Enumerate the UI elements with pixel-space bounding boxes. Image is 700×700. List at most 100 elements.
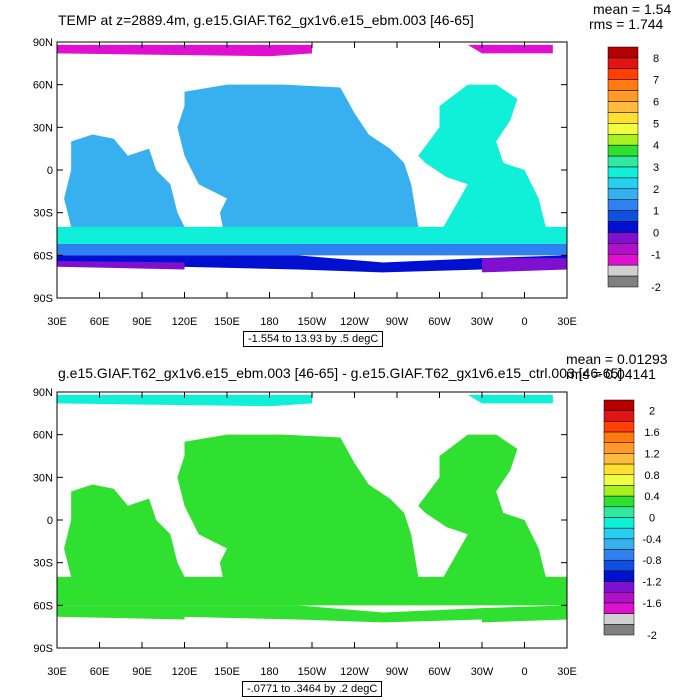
panel2-colorbar-label: 0.4 [644, 491, 659, 503]
panel2-lon-label: 30W [471, 666, 494, 678]
panel2-colorbar-swatch [603, 581, 635, 593]
panel1-southern-ocean-band2 [57, 243, 567, 256]
panel2-lon-label: 0 [521, 666, 527, 678]
panel2-colorbar-swatch [603, 538, 635, 550]
panel2-pacific-ocean [177, 434, 426, 603]
panel1-southern-ocean-band1 [57, 226, 567, 244]
panel1-colorbar-swatch [607, 221, 639, 233]
panel2-colorbar-swatch [603, 421, 635, 433]
panel2-colorbar-swatch [603, 549, 635, 561]
panel1-lat-label: 60S [33, 250, 53, 262]
panel1-colorbar-swatch [607, 210, 639, 222]
panel1-lat-label: 30S [33, 208, 53, 220]
panel1-colorbar-swatch [607, 232, 639, 244]
panel2-lat-label: 0 [47, 515, 53, 527]
panel1-colorbar-swatch [607, 264, 639, 277]
panel1-ross-region [482, 258, 567, 273]
panel1-lon-label: 90W [386, 316, 409, 328]
panel2-colorbar-swatch [603, 442, 635, 454]
panel2-mean: mean = 0.01293 [566, 351, 668, 367]
panel1-lat-label: 0 [47, 165, 53, 177]
panel1-colorbar-swatch [607, 275, 639, 288]
panel1-lon-label: 120E [172, 316, 198, 328]
panel1-atlantic-ocean [418, 84, 546, 242]
panel2-colorbar-swatch [603, 453, 635, 465]
panel1-pacific-ocean [177, 84, 426, 253]
panel2-lon-label: 120W [340, 666, 369, 678]
panel1-colorbar-label: 8 [653, 53, 659, 65]
panel1-colorbar-swatch [607, 112, 639, 124]
panel1-colorbar-swatch [607, 57, 639, 70]
panel1-colorbar-swatch [607, 166, 639, 179]
panel2-lon-label: 60E [90, 666, 110, 678]
panel2-colorbar-label: 0 [649, 513, 655, 525]
panel1-lat-label: 90N [33, 37, 53, 49]
panel1-southern-ocean-band3 [57, 255, 567, 273]
panel2-colorbar-label: 0.8 [644, 470, 659, 482]
panel2-colorbar-label: 1.6 [644, 427, 659, 439]
panel1-weddell-region [57, 261, 185, 270]
panel1-lon-label: 60W [428, 316, 451, 328]
panel1-colorbar-swatch [607, 46, 639, 59]
panel1-colorbar-label: 7 [653, 75, 659, 87]
panel2-lat-label: 90N [33, 387, 53, 399]
panel2-colorbar-label: -1.2 [643, 577, 662, 589]
panel2-ross-region [482, 608, 567, 623]
panel2-lon-label: 120E [172, 666, 198, 678]
panel2-atlantic-ocean [418, 434, 546, 592]
panel2-lat-label: 60S [33, 600, 53, 612]
panel2-lon-label: 90W [386, 666, 409, 678]
panel2-lon-label: 30E [557, 666, 577, 678]
panel2-colorbar-swatch [603, 463, 635, 476]
panel2-colorbar-swatch [603, 485, 635, 497]
panel2-colorbar-swatch [603, 517, 635, 529]
panel1-colorbar-swatch [607, 123, 639, 135]
panel2-range-note: -.0771 to .3464 by .2 degC [242, 681, 383, 697]
panel1-colorbar-label: 1 [653, 206, 659, 218]
panel2-colorbar-swatch [603, 506, 635, 518]
panel2-colorbar-swatch [603, 624, 635, 636]
panel1-arctic-ocean-west [57, 44, 312, 57]
panel1-colorbar-label: -2 [651, 282, 661, 294]
panel1-colorbar-label: 2 [653, 184, 659, 196]
panel2-colorbar-label: -2 [647, 630, 657, 642]
panel2-rms: rms = 0.04141 [566, 366, 656, 382]
panel1-colorbar-label: 6 [653, 97, 659, 109]
panel2-colorbar-swatch [603, 527, 635, 540]
panel1-lon-label: 120W [340, 316, 369, 328]
panel2-arctic-ocean-west [57, 394, 312, 407]
panel1-colorbar-swatch [607, 155, 639, 168]
panel2-colorbar-swatch [603, 602, 635, 614]
panel2-southern-ocean-band2 [57, 593, 567, 606]
panel1-colorbar-swatch [607, 144, 639, 157]
panel1-colorbar-label: -1 [651, 249, 661, 261]
panel2-colorbar-swatch [603, 570, 635, 582]
panel2-lat-label: 30N [33, 472, 53, 484]
panel1-indian-ocean [64, 134, 185, 234]
panel2-southern-ocean-band3 [57, 605, 567, 623]
panel1-colorbar-swatch [607, 134, 639, 146]
panel1-colorbar-swatch [607, 243, 639, 255]
panel1-arctic-ocean-east [467, 44, 553, 54]
panel1-colorbar-label: 4 [653, 140, 659, 152]
panel2-lon-label: 30E [47, 666, 67, 678]
panel2-colorbar-swatch [603, 559, 635, 572]
panel2-title: g.e15.GIAF.T62_gx1v6.e15_ebm.003 [46-65]… [58, 365, 623, 381]
panel2-lon-label: 150E [214, 666, 240, 678]
panel2-colorbar-label: 1.2 [644, 448, 659, 460]
panel2-colorbar-label: -1.6 [643, 598, 662, 610]
panel1-lon-label: 30W [471, 316, 494, 328]
panel1-lon-label: 30E [557, 316, 577, 328]
panel1-range-note: -1.554 to 13.93 by .5 degC [243, 331, 384, 347]
panel1-mean: mean = 1.54 [593, 1, 672, 17]
panel2-colorbar-label: 2 [649, 406, 655, 418]
panel2-lat-label: 30S [33, 558, 53, 570]
panel1-colorbar-swatch [607, 199, 639, 211]
panel1-colorbar-swatch [607, 254, 639, 266]
panel1-lat-label: 90S [33, 293, 53, 305]
panel2-colorbar-label: -0.8 [643, 555, 662, 567]
panel2-lon-label: 90E [132, 666, 152, 678]
panel1-lon-label: 180 [260, 316, 278, 328]
panel1-colorbar-swatch [607, 79, 639, 91]
